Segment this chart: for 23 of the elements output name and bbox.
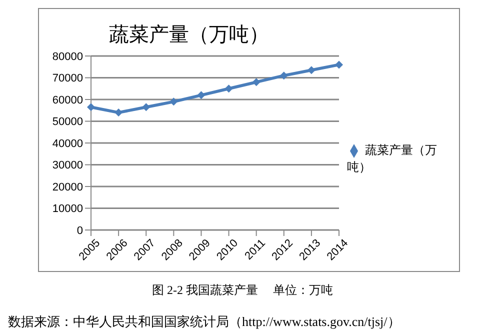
point — [170, 98, 178, 106]
point — [114, 108, 123, 117]
y-tick-label: 0 — [76, 224, 83, 237]
source-note: 数据来源：中华人民共和国国家统计局（http://www.stats.gov.cn/tjsj/） — [8, 313, 402, 331]
point — [307, 66, 316, 74]
y-tick-label: 20000 — [52, 181, 83, 194]
point — [197, 91, 206, 100]
y-tick-label: 10000 — [52, 203, 83, 216]
point — [87, 103, 95, 112]
y-tick-label: 30000 — [52, 160, 83, 172]
point — [142, 103, 150, 112]
y-tick-label: 70000 — [52, 72, 83, 85]
chart-title: 蔬菜产量（万吨） — [108, 23, 270, 48]
point — [252, 78, 260, 86]
y-tick-label: 40000 — [52, 138, 83, 150]
y-tick-label: 80000 — [52, 50, 83, 63]
legend-label: 蔬菜产量（万吨） — [347, 143, 437, 174]
point — [280, 72, 288, 80]
y-tick-label: 50000 — [52, 116, 83, 128]
y-tick-label: 60000 — [52, 94, 83, 106]
point — [335, 60, 343, 69]
caption: 图 2-2 我国蔬菜产量 单位：万吨 — [151, 282, 334, 299]
point — [224, 84, 233, 93]
